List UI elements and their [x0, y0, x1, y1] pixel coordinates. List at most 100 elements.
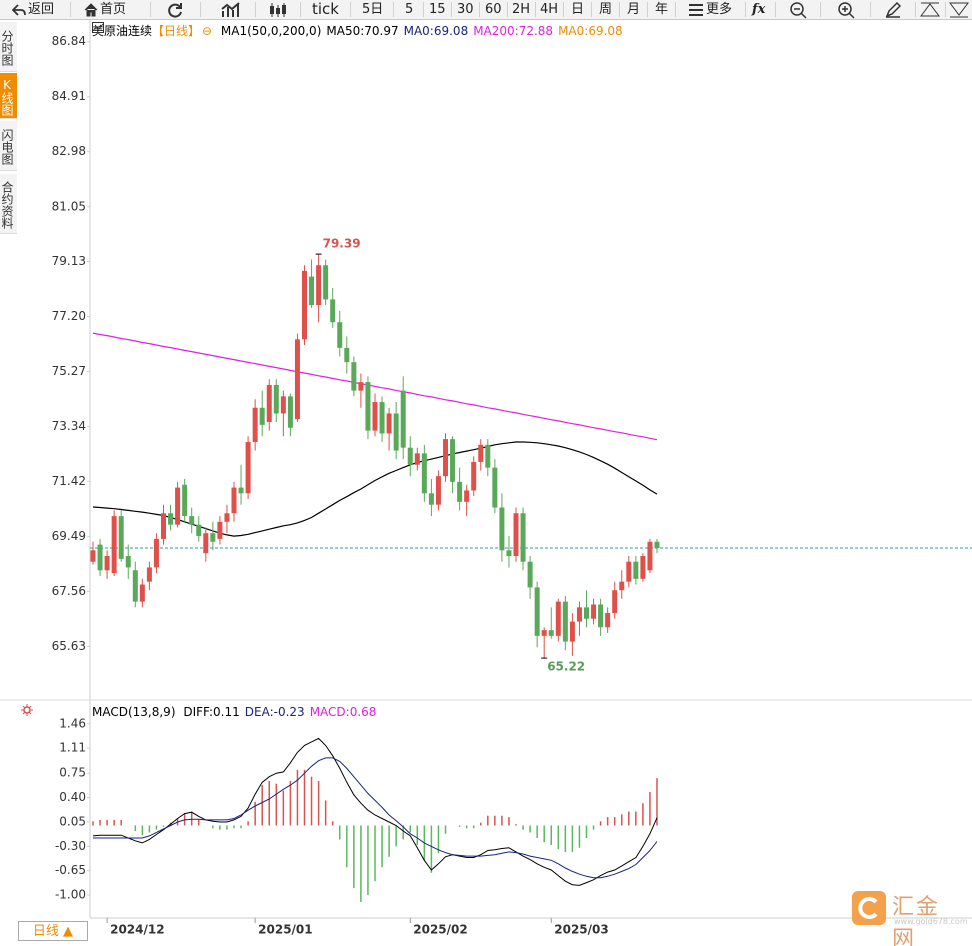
candle-body [351, 362, 357, 391]
icon-part [12, 4, 26, 16]
chart-type-button[interactable] [221, 2, 241, 18]
candle-body [471, 461, 477, 491]
draw-button[interactable] [885, 2, 901, 18]
legend-item: MA200:72.88 [473, 24, 554, 38]
indicator-icon [92, 22, 104, 33]
period-label: 【日线】 [152, 24, 201, 38]
period-button[interactable]: 周 [599, 2, 613, 17]
candle-body [555, 601, 561, 636]
period-button[interactable]: 日 [571, 2, 585, 17]
expand-button[interactable] [949, 1, 969, 18]
candle-body [640, 556, 646, 579]
candle-body [330, 299, 336, 323]
candle-body [527, 561, 533, 588]
candle-body [245, 441, 251, 494]
instrument-name: 美原油连续 [92, 24, 153, 38]
y-tick-label: 1.46 [59, 716, 86, 730]
icon-part [270, 6, 274, 14]
candle-body [302, 270, 307, 340]
sidebar-tab[interactable]: 合约资料 [0, 174, 17, 234]
candle-body [450, 439, 456, 482]
period-button[interactable]: 4H [540, 2, 559, 17]
legend-item: MA1(50,0,200,0) [220, 24, 322, 38]
legend-item: MA0:69.08 [558, 24, 623, 38]
candle-body [647, 541, 653, 571]
period-button[interactable]: 年 [655, 2, 669, 17]
icon-part [949, 2, 969, 18]
sidebar-tab-active[interactable]: K线图 [0, 73, 17, 119]
candle-body [407, 447, 413, 465]
period-button[interactable]: 月 [627, 2, 641, 17]
candle-body [534, 587, 540, 636]
home-button[interactable]: 首页 [100, 2, 127, 17]
remove-icon[interactable]: ⊖ [202, 24, 213, 38]
zoom-in-button[interactable] [837, 1, 855, 19]
sidebar-tab[interactable]: 闪电图 [0, 121, 17, 171]
candle-body [203, 533, 209, 554]
y-tick-label: 71.42 [52, 474, 86, 488]
separator [870, 2, 871, 17]
separator [479, 2, 480, 17]
candle-body [146, 567, 152, 582]
back-button[interactable]: 返回 [28, 2, 55, 17]
candle-button[interactable] [268, 2, 288, 18]
period-tab[interactable]: 日线 ▲ [18, 921, 88, 941]
candle-body [598, 604, 604, 628]
separator [535, 2, 536, 17]
collapse-button[interactable] [920, 1, 940, 18]
separator [775, 2, 776, 17]
sidebar-tab[interactable]: 分时图 [0, 22, 17, 72]
refresh-button[interactable] [166, 2, 184, 18]
icon-part [84, 3, 98, 17]
period-button[interactable]: 2H [512, 2, 531, 17]
separator [70, 2, 71, 17]
candle-body [506, 550, 512, 557]
logo-text: 汇金网 [892, 895, 941, 946]
low-annotation: 65.22 [547, 660, 585, 674]
tick-button[interactable]: tick [312, 0, 339, 18]
separator [393, 2, 394, 17]
y-tick-label: -0.65 [55, 863, 86, 877]
icon-part [168, 3, 182, 18]
formula-button[interactable]: fx [752, 2, 766, 17]
candle-body [294, 339, 300, 420]
period-button[interactable]: 5日 [362, 2, 384, 17]
settings-icon[interactable] [21, 704, 33, 716]
legend-item: MA50:70.97 [326, 24, 399, 38]
period-button[interactable]: 5 [405, 2, 414, 17]
candle-body [182, 484, 188, 517]
icon-part [282, 5, 286, 14]
candle-body [654, 541, 660, 549]
icon-part [221, 2, 240, 17]
candle-body [576, 607, 582, 622]
indicator-name: MACD(13,8,9) [92, 705, 176, 719]
candle-body [520, 513, 526, 562]
candle-body [562, 601, 568, 642]
candle-body [323, 265, 329, 300]
y-tick-label: 82.98 [52, 144, 86, 158]
candle-body [231, 487, 237, 514]
zoom-out-button[interactable] [789, 1, 807, 19]
y-tick-label: 0.40 [59, 790, 86, 804]
y-tick-label: 75.27 [52, 364, 86, 378]
period-button[interactable]: 30 [457, 2, 474, 17]
candle-body [443, 439, 448, 477]
y-tick-label: 65.63 [52, 639, 86, 653]
candle-body [619, 581, 625, 591]
period-button[interactable]: 15 [429, 2, 446, 17]
candle-body [358, 382, 364, 391]
candle-body [372, 402, 378, 431]
candle-body [541, 630, 547, 636]
candle-body [97, 544, 103, 571]
candle-body [104, 556, 110, 571]
icon-part [92, 23, 104, 32]
period-button[interactable]: 60 [485, 2, 502, 17]
separator [745, 2, 746, 17]
candle-body [125, 556, 131, 568]
candle-body [337, 322, 343, 348]
x-tick-label: 2025/02 [413, 923, 467, 937]
candle-body [189, 516, 195, 525]
more-button[interactable]: 更多 [706, 2, 733, 17]
back-icon [12, 4, 26, 16]
